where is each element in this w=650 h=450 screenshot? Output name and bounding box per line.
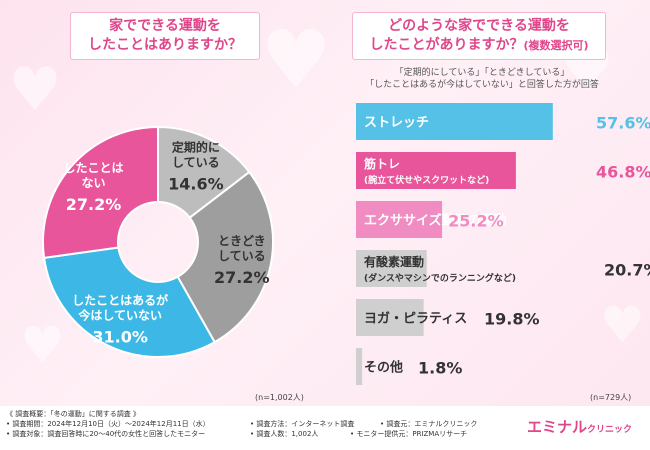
- charts-svg: 定期的にしている14.6%ときどきしている27.2%したことはあるが今はしていな…: [42, 103, 650, 385]
- footer-title: 《 調査概要：「冬の運動」に関する調査 》: [6, 410, 140, 418]
- bar: [356, 250, 427, 287]
- bar-value-label: 1.8%: [418, 359, 462, 378]
- left-sample-size: (n=1,002人): [255, 393, 304, 402]
- left-question-line1: 家でできる運動を: [109, 18, 221, 34]
- bar-category-sublabel: (ダンスやマシンでのランニングなど): [364, 272, 516, 284]
- bar-value-label: 25.2%: [448, 212, 504, 231]
- logo-sub: クリニック: [586, 425, 632, 435]
- pie-slice: [157, 125, 251, 220]
- clinic-logo: エミナルクリニック: [527, 416, 632, 437]
- bar: [356, 299, 424, 336]
- bar-category-sublabel: (腕立て伏せやスクワットなど): [364, 174, 489, 186]
- pie-slice-label: している: [218, 249, 266, 263]
- pie-slice-value: 27.2%: [214, 268, 270, 287]
- heart-decoration-icon: ♥: [20, 316, 65, 374]
- pie-slice-label: したことはあるが: [72, 293, 168, 308]
- pie-slice-value: 31.0%: [92, 328, 148, 347]
- bar-category-label: その他: [364, 360, 403, 376]
- bar-category-label: ストレッチ: [364, 116, 429, 131]
- bar-category-label: 筋トレ: [363, 156, 400, 171]
- footer-target: • 調査対象：調査回答時に20〜40代の女性と回答したモニター: [6, 430, 206, 438]
- right-note-line1: 「定期的にしている」「ときどきしている」: [394, 68, 570, 78]
- logo-main: エミナル: [526, 418, 587, 436]
- bar-value-label: 20.7%: [604, 261, 650, 280]
- bar-category-label: エクササイズ動画の運動: [364, 213, 507, 229]
- heart-decoration-icon: ♥: [600, 296, 645, 354]
- bar-value-label: 19.8%: [484, 310, 540, 329]
- pie-slice-label: したことは: [64, 161, 124, 175]
- bar: [356, 152, 516, 189]
- right-note-line2: 「したことはあるが今はしていない」と回答した方が回答: [365, 80, 599, 90]
- bar-category-label: 有酸素運動: [364, 254, 424, 269]
- pie-slice-label: 今はしていない: [77, 308, 162, 323]
- pie-slice-label: ときどき: [218, 234, 266, 248]
- pie-slice: [42, 125, 159, 259]
- pie-slice: [176, 170, 274, 344]
- right-question-line2: したことがありますか？: [369, 37, 524, 53]
- bar-category-label: ヨガ・ピラティス: [364, 312, 467, 327]
- right-question-line1: どのような家でできる運動を: [388, 18, 570, 34]
- pie-slice-label: ない: [82, 176, 106, 190]
- footer-source: • 調査元：エミナルクリニック: [380, 420, 478, 428]
- pie-slice-value: 27.2%: [66, 195, 122, 214]
- footer-count: • 調査人数：1,002人: [250, 430, 319, 438]
- pie-slice-value: 14.6%: [168, 174, 224, 193]
- right-sample-size: (n=729人): [590, 393, 632, 402]
- pie-slice: [42, 246, 217, 358]
- footer-provider: • モニター提供元：PRIZMAリサーチ: [350, 430, 468, 438]
- heart-decoration-icon: ♥: [8, 55, 62, 125]
- footer-period: • 調査期間：2024年12月10日（火）〜2024年12月11日（水）: [6, 420, 210, 428]
- left-question-line2: したことはありますか？: [88, 37, 242, 53]
- pie-slice-label: 定期的に: [172, 139, 220, 154]
- bar: [356, 201, 443, 238]
- left-question-box: 家でできる運動を したことはありますか？: [70, 12, 260, 60]
- pie-slice-label: している: [172, 155, 220, 169]
- footer-method: • 調査方法：インターネット調査: [250, 420, 355, 428]
- bar: [356, 103, 553, 140]
- right-question-subnote: (複数選択可): [523, 39, 589, 52]
- right-note: 「定期的にしている」「ときどきしている」 「したことはあるが今はしていない」と回…: [332, 67, 632, 91]
- heart-decoration-icon: ♥: [260, 13, 332, 106]
- survey-footer: 《 調査概要：「冬の運動」に関する調査 》 • 調査期間：2024年12月10日…: [0, 406, 650, 450]
- right-question-box: どのような家でできる運動を したことがありますか？(複数選択可): [352, 12, 606, 60]
- bar-value-label: 46.8%: [596, 163, 650, 182]
- bar: [356, 348, 363, 385]
- bar-value-label: 57.6%: [596, 114, 650, 133]
